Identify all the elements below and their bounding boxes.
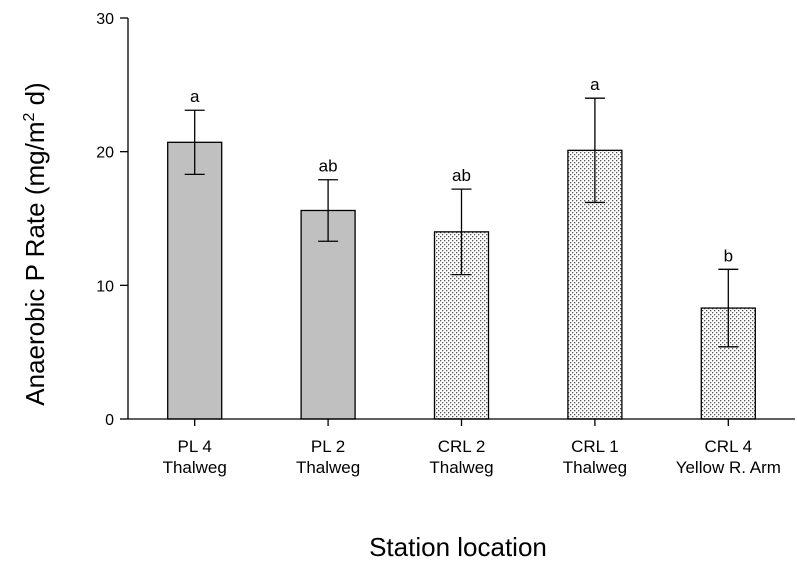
x-tick-label-line2: Yellow R. Arm [676,458,781,477]
significance-label: b [724,246,733,265]
bars-layer [167,97,756,420]
y-axis-title-main: Anaerobic P Rate (mg/m [20,122,50,406]
y-axis-title: Anaerobic P Rate (mg/m2 d) [20,82,50,405]
x-tick-label: PL 4 [178,437,212,456]
y-axis-title-superscript: 2 [21,113,38,122]
significance-label: ab [319,157,338,176]
significance-label: a [590,75,600,94]
y-tick-label: 10 [96,278,114,295]
bar [167,141,223,420]
x-tick-label: CRL 1 [571,437,619,456]
significance-label: ab [452,166,471,185]
y-axis-title-end: d) [20,82,50,112]
y-tick-label: 20 [96,145,114,162]
x-axis-title: Station location [369,532,547,562]
y-tick-label: 30 [96,11,114,28]
x-tick-label: PL 2 [311,437,345,456]
x-tick-label: CRL 2 [438,437,486,456]
x-tick-label: CRL 4 [705,437,753,456]
significance-label: a [190,87,200,106]
x-tick-label-line2: Thalweg [163,458,227,477]
axes-layer [120,17,795,426]
y-tick-label: 0 [105,412,114,429]
x-tick-label-line2: Thalweg [429,458,493,477]
x-tick-label-line2: Thalweg [296,458,360,477]
x-tick-label-line2: Thalweg [563,458,627,477]
bar [300,209,356,420]
